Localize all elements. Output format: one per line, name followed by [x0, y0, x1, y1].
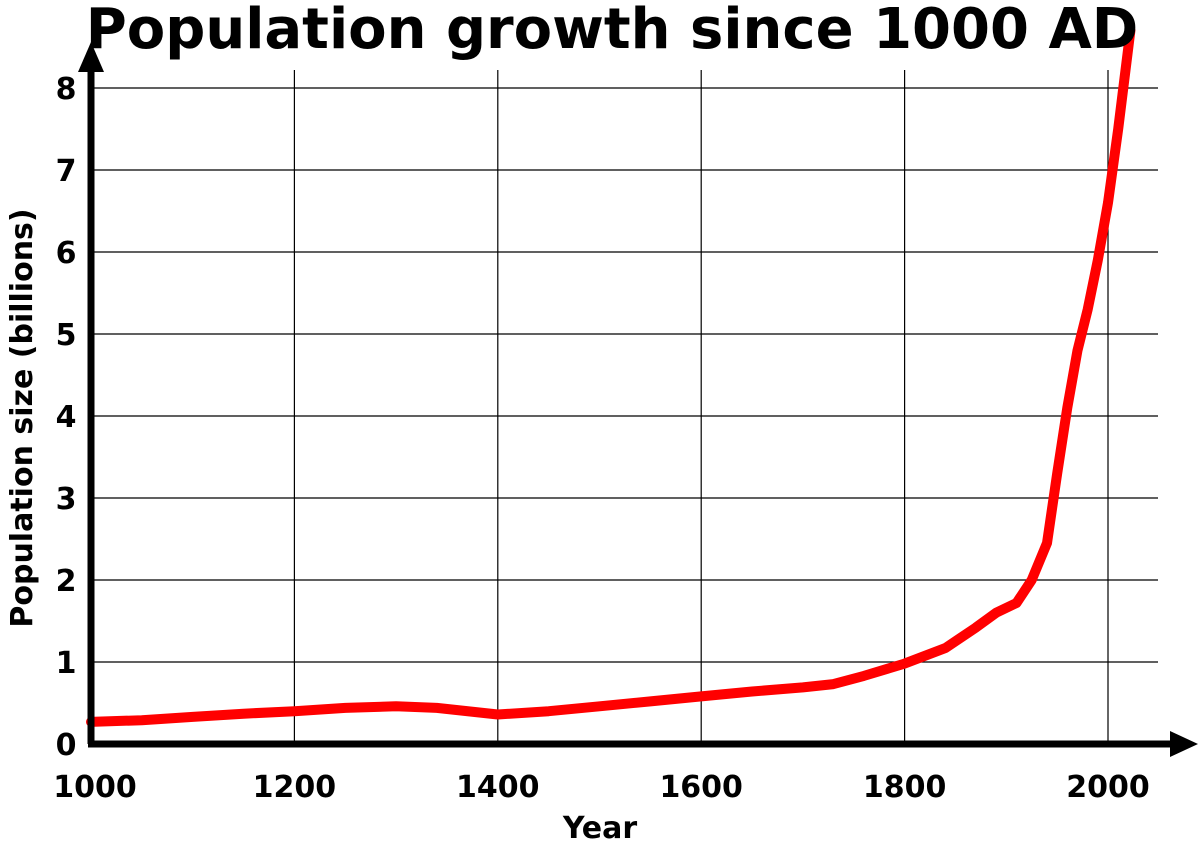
- chart-title: Population growth since 1000 AD: [86, 0, 1139, 62]
- y-tick-label: 6: [56, 236, 77, 271]
- y-tick-label: 2: [56, 564, 77, 599]
- axes: [78, 42, 1198, 757]
- y-axis-label: Population size (billions): [5, 208, 40, 627]
- y-axis-arrow: [78, 42, 104, 72]
- tick-labels: 0 1 2 3 4 5 6 7 8 1000 1200 1400 1600 1800 2000: [53, 72, 1150, 805]
- x-tick-label: 2000: [1066, 770, 1150, 805]
- y-tick-label: 0: [56, 728, 77, 763]
- y-tick-label: 7: [56, 154, 77, 189]
- y-tick-label: 5: [56, 318, 77, 353]
- x-tick-label: 1000: [53, 770, 137, 805]
- x-tick-label: 1200: [253, 770, 337, 805]
- x-tick-label: 1600: [659, 770, 743, 805]
- grid-lines: [91, 70, 1158, 744]
- x-tick-label: 1400: [456, 770, 540, 805]
- y-tick-label: 8: [56, 72, 77, 107]
- x-tick-label: 1800: [863, 770, 947, 805]
- population-series-line: [86, 25, 1136, 727]
- y-tick-label: 3: [56, 482, 77, 517]
- y-tick-label: 4: [56, 400, 77, 435]
- x-axis-arrow: [1170, 731, 1198, 757]
- y-tick-label: 1: [56, 646, 77, 681]
- x-axis-label: Year: [562, 811, 638, 842]
